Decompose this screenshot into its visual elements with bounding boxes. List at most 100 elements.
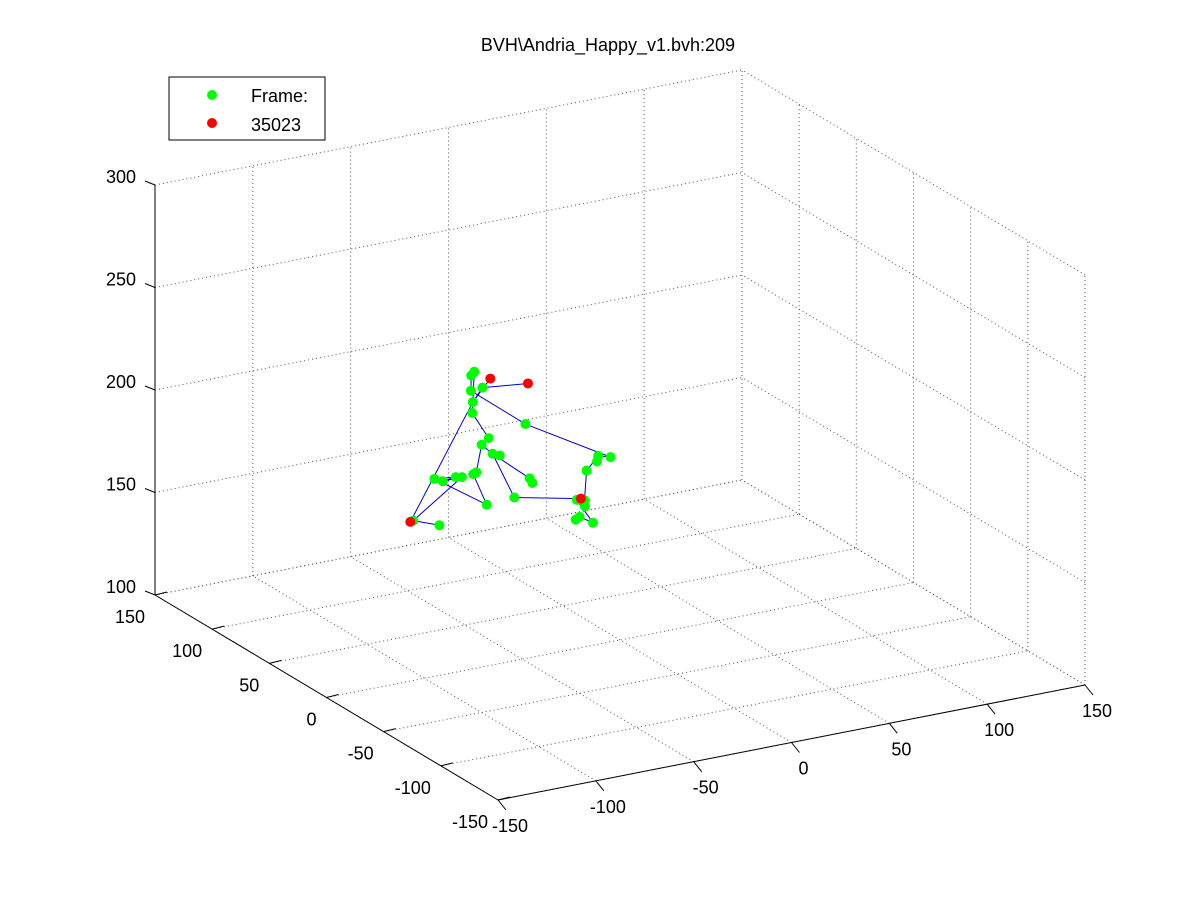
legend-marker-number: [207, 118, 217, 128]
side-wall-grid-line: [741, 274, 1086, 481]
chart-title: BVH\Andria_Happy_v1.bvh:209: [481, 35, 735, 56]
joint-point: [570, 514, 581, 525]
floor-grid-line: [643, 498, 988, 705]
skeleton-bone: [471, 412, 490, 439]
back-wall-grid-line: [154, 172, 743, 288]
floor-grid-line: [269, 547, 857, 664]
legend-box: [168, 76, 326, 141]
floor-grid-line: [546, 517, 890, 724]
legend-marker-frame: [207, 90, 217, 100]
x-tick-label: -50: [693, 778, 719, 798]
joint-point: [520, 419, 531, 430]
z-tick-label: 200: [106, 372, 136, 392]
joint-point: [581, 465, 592, 476]
y-tick-mark: [326, 694, 339, 698]
side-wall-grid-line: [741, 69, 1086, 276]
x-tick-mark: [497, 799, 507, 811]
joint-point: [437, 476, 448, 487]
side-wall-grid-line: [741, 172, 1086, 378]
back-wall-grid-line: [154, 377, 743, 493]
z-tick-label: 150: [106, 475, 136, 495]
z-tick-label: 250: [106, 270, 136, 290]
y-tick-label: 50: [239, 675, 259, 695]
y-tick-mark: [440, 762, 453, 767]
joint-point: [527, 478, 538, 489]
joint-point: [466, 370, 477, 381]
x-tick-mark: [888, 723, 898, 734]
grid-lines: [154, 69, 1086, 801]
legend-label-frame: Frame:: [251, 86, 308, 106]
joint-point: [467, 407, 478, 418]
z-tick-mark: [144, 590, 156, 596]
floor-grid-line: [383, 616, 971, 733]
x-tick-mark: [1084, 684, 1094, 696]
tick-labels: -150 -100 -50 0 50 100 150 -150 -100 -50 0 50 100 150…: [106, 167, 1112, 836]
joint-point: [483, 433, 494, 444]
y-tick-mark: [383, 728, 396, 733]
z-tick-mark: [144, 283, 156, 288]
joint-point: [476, 439, 487, 450]
x-tick-mark: [595, 780, 605, 792]
skeleton-bone: [514, 496, 581, 500]
joint-point: [509, 492, 520, 503]
skeleton-bone: [472, 473, 488, 505]
floor-grid-line: [448, 537, 792, 743]
joint-point: [434, 520, 445, 531]
joint-point: [579, 501, 590, 512]
floor-grid-line: [326, 582, 914, 698]
joint-point: [456, 472, 467, 483]
axis-lines: [144, 180, 1094, 811]
end-site-point: [575, 493, 586, 504]
x-tick-label: 0: [798, 759, 808, 779]
skeleton-joints: [405, 366, 616, 531]
joint-point: [477, 382, 488, 393]
y-tick-label: -50: [348, 744, 374, 764]
x-tick-mark: [986, 703, 996, 715]
y-tick-mark: [269, 659, 282, 664]
x-tick-mark: [693, 761, 703, 772]
y-tick-mark: [154, 591, 168, 596]
z-tick-mark: [144, 385, 156, 391]
joint-point: [467, 397, 478, 408]
end-site-point: [522, 378, 533, 389]
end-site-point: [405, 516, 416, 527]
joint-point: [468, 469, 479, 480]
side-wall-grid-line: [741, 479, 1086, 686]
legend-label-number: 35023: [251, 115, 301, 135]
skeleton-bone: [412, 476, 463, 521]
joint-point: [494, 450, 505, 461]
y-tick-label: -100: [395, 778, 431, 798]
side-wall-grid-line: [741, 377, 1086, 583]
x-tick-label: -100: [590, 797, 626, 817]
joint-point: [465, 385, 476, 396]
joint-point: [592, 456, 603, 467]
skeleton-bone: [470, 390, 526, 425]
y-tick-label: -150: [452, 812, 488, 832]
x-tick-label: -150: [492, 816, 528, 836]
joint-point: [429, 473, 440, 484]
y-tick-label: 150: [115, 607, 145, 627]
floor-grid-line: [252, 575, 597, 782]
x-tick-label: 50: [891, 739, 911, 759]
z-tick-label: 100: [106, 577, 136, 597]
joint-point: [587, 517, 598, 528]
y-tick-mark: [212, 625, 225, 630]
x-tick-label: 150: [1082, 701, 1112, 721]
y-tick-mark: [497, 796, 511, 801]
skeleton-bone: [409, 401, 474, 523]
y-tick-label: 0: [306, 710, 316, 730]
x-tick-mark: [791, 742, 800, 753]
z-tick-label: 300: [106, 167, 136, 187]
floor-grid-line: [440, 650, 1028, 767]
z-tick-mark: [144, 488, 156, 493]
legend: Frame: 35023: [168, 76, 326, 141]
end-site-point: [485, 373, 496, 384]
skeleton-bone: [482, 382, 529, 389]
joint-point: [605, 452, 616, 463]
floor-grid-line: [350, 556, 694, 763]
joint-point: [481, 499, 492, 510]
y-tick-label: 100: [172, 641, 202, 661]
x-tick-label: 100: [984, 720, 1014, 740]
z-tick-mark: [144, 180, 156, 186]
